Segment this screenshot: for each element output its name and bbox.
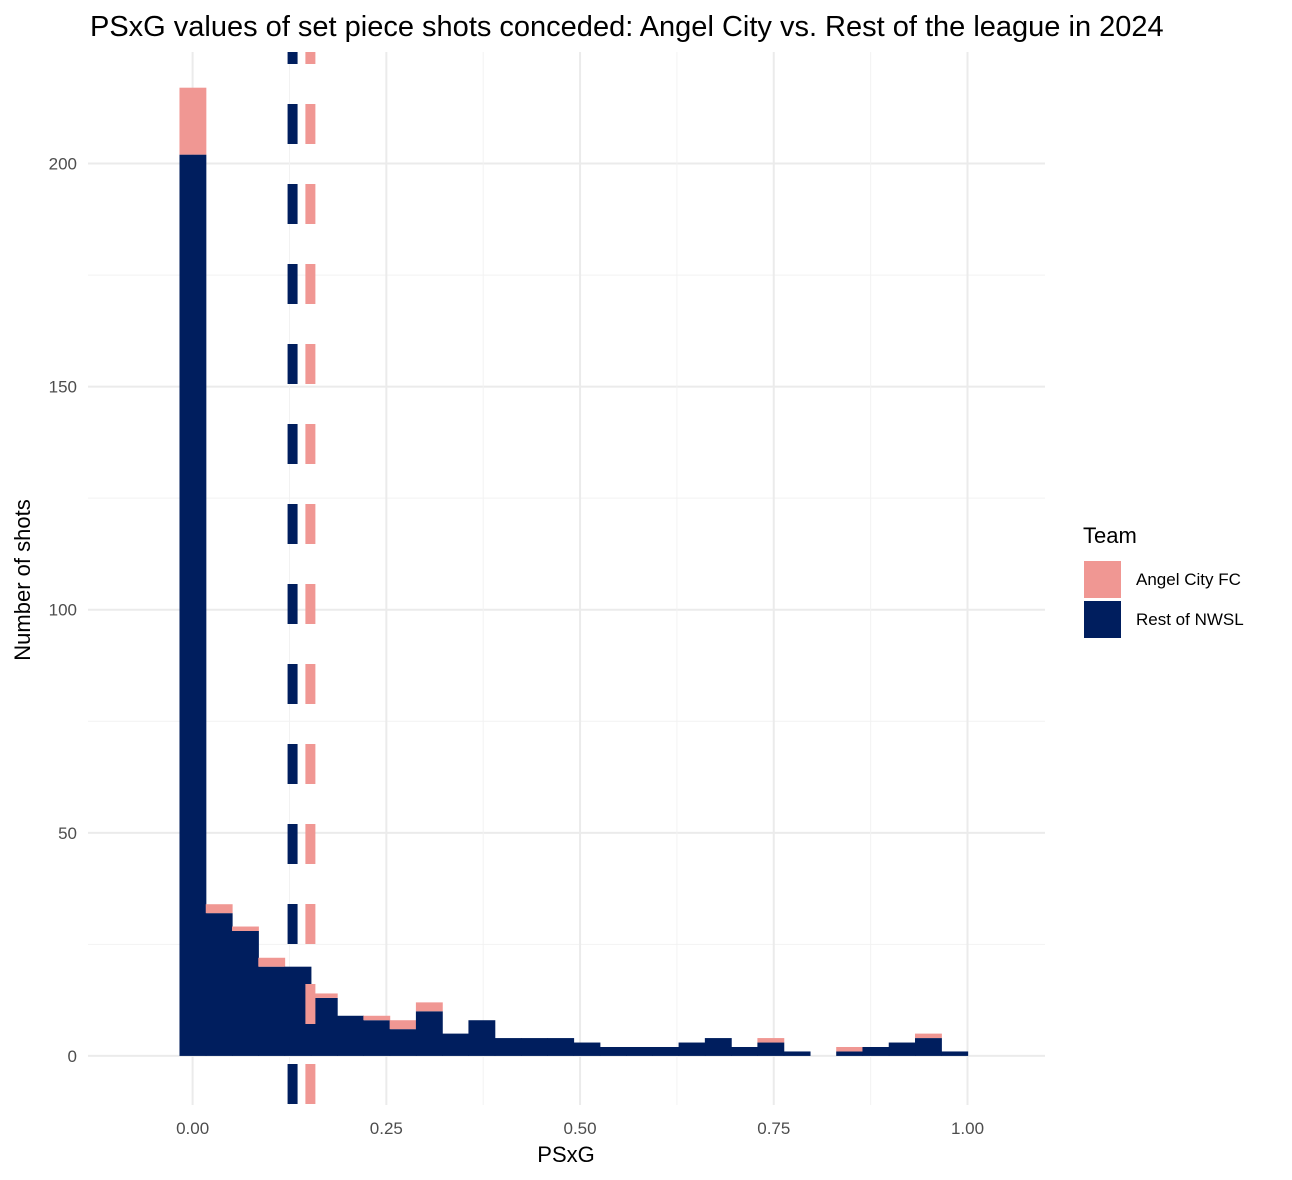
bar-rest-of-nwsl <box>599 1046 627 1056</box>
y-tick-label: 150 <box>49 378 77 397</box>
bar-rest-of-nwsl <box>258 966 286 1056</box>
bar-angel-city-fc <box>258 957 286 967</box>
y-tick-label: 0 <box>68 1047 77 1066</box>
x-tick-label: 1.00 <box>951 1119 984 1138</box>
bar-rest-of-nwsl <box>442 1033 470 1056</box>
bar-angel-city-fc <box>415 1002 443 1012</box>
bar-rest-of-nwsl <box>783 1051 811 1056</box>
x-tick-label: 0.00 <box>176 1119 209 1138</box>
bar-angel-city-fc <box>915 1033 942 1039</box>
bar-rest-of-nwsl <box>573 1042 601 1056</box>
bar-rest-of-nwsl <box>547 1038 575 1056</box>
bar-rest-of-nwsl <box>520 1038 548 1056</box>
x-tick-label: 0.50 <box>564 1119 597 1138</box>
legend: Team Angel City FC Rest of NWSL <box>1083 523 1244 638</box>
bar-rest-of-nwsl <box>941 1051 969 1056</box>
bar-rest-of-nwsl <box>205 913 233 1056</box>
mean-lines <box>287 52 316 1105</box>
bar-rest-of-nwsl <box>363 1020 391 1056</box>
bar-rest-of-nwsl <box>888 1042 916 1056</box>
y-axis-ticks: 0 50 100 150 200 <box>49 155 77 1066</box>
x-axis-title: PSxG <box>537 1142 594 1167</box>
y-axis-title: Number of shots <box>10 499 35 660</box>
y-tick-label: 200 <box>49 155 77 174</box>
chart-title: PSxG values of set piece shots conceded:… <box>90 11 1164 43</box>
bar-rest-of-nwsl <box>836 1051 864 1056</box>
grid <box>88 52 1045 1105</box>
bar-rest-of-nwsl <box>757 1042 785 1056</box>
bar-angel-city-fc <box>836 1046 864 1052</box>
bar-angel-city-fc <box>179 87 207 155</box>
bar-rest-of-nwsl <box>179 154 207 1056</box>
bar-angel-city-fc <box>757 1038 785 1043</box>
bar-rest-of-nwsl <box>389 1029 417 1056</box>
bar-rest-of-nwsl <box>704 1038 732 1056</box>
bar-rest-of-nwsl <box>337 1015 364 1056</box>
bar-rest-of-nwsl <box>468 1020 496 1056</box>
legend-swatch <box>1084 561 1121 598</box>
bar-angel-city-fc <box>389 1020 417 1030</box>
y-tick-label: 100 <box>49 601 77 620</box>
y-tick-label: 50 <box>58 824 77 843</box>
bar-rest-of-nwsl <box>915 1038 942 1056</box>
bar-rest-of-nwsl <box>678 1042 706 1056</box>
bar-rest-of-nwsl <box>862 1046 890 1056</box>
bar-angel-city-fc <box>232 926 259 931</box>
legend-title: Team <box>1083 523 1137 548</box>
bar-angel-city-fc <box>205 904 233 914</box>
bar-rest-of-nwsl <box>494 1038 522 1056</box>
bar-rest-of-nwsl <box>232 930 259 1056</box>
legend-swatch <box>1084 601 1121 638</box>
legend-label: Angel City FC <box>1136 570 1241 589</box>
legend-label: Rest of NWSL <box>1136 610 1244 629</box>
bar-angel-city-fc <box>310 993 338 998</box>
bars <box>179 87 969 1056</box>
x-tick-label: 0.75 <box>757 1119 790 1138</box>
bar-rest-of-nwsl <box>731 1046 758 1056</box>
x-axis-ticks: 0.00 0.25 0.50 0.75 1.00 <box>176 1119 984 1138</box>
bar-rest-of-nwsl <box>415 1011 443 1056</box>
bar-rest-of-nwsl <box>652 1046 680 1056</box>
bar-angel-city-fc <box>363 1015 391 1021</box>
bar-rest-of-nwsl <box>626 1046 653 1056</box>
x-tick-label: 0.25 <box>370 1119 403 1138</box>
